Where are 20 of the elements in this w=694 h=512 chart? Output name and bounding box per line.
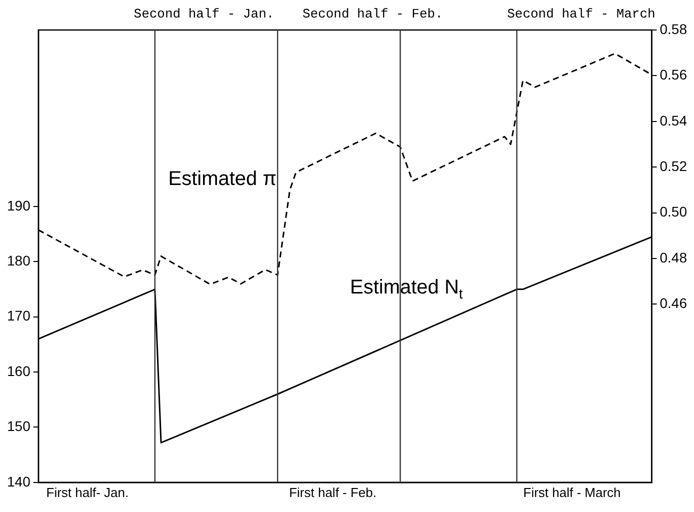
- y2-tick-label: 0.50: [660, 204, 688, 220]
- x-tick-label: First half- Jan.: [46, 484, 129, 500]
- y-tick-label: 170: [7, 308, 31, 324]
- y2-tick-label: 0.58: [660, 20, 688, 37]
- text: Second half - March: [507, 6, 656, 22]
- y2-tick-label: 0.46: [660, 295, 688, 312]
- x-tick-label: First half - March: [523, 484, 621, 500]
- y-tick-label: 140: [7, 473, 31, 490]
- y-tick-label: 150: [7, 418, 31, 434]
- y2-tick-label: 0.56: [660, 66, 688, 83]
- y-tick-label: 180: [7, 252, 31, 269]
- y-tick-label: 190: [7, 197, 31, 214]
- y2-tick-label: 0.48: [660, 249, 688, 266]
- y-tick-label: 160: [7, 362, 31, 379]
- x-tick-label: First half - Feb.: [289, 484, 376, 500]
- y2-tick-label: 0.54: [660, 112, 688, 128]
- text: Second half - Feb.: [302, 6, 443, 22]
- y2-tick-label: 0.52: [660, 158, 688, 174]
- text: Second half - Jan.: [134, 6, 274, 22]
- series-label: Estimated π: [168, 168, 277, 190]
